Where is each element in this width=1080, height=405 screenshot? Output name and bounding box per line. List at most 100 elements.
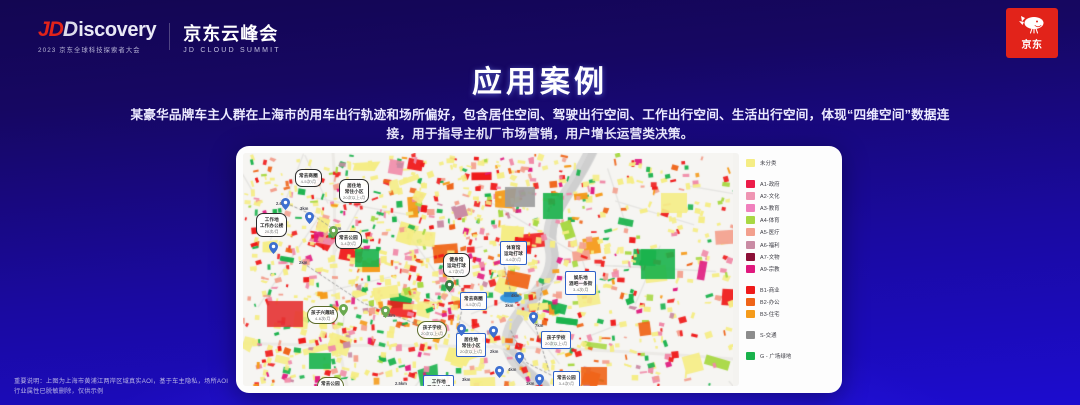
- callout-line1: 娱乐地: [573, 274, 588, 280]
- footnote-text: 重要说明：上图为上海市黄浦江两岸区域真实AOI，基于车主隐私，场所AOI行业属性…: [14, 378, 229, 395]
- legend-swatch: [746, 192, 755, 201]
- legend-item[interactable]: S-交通: [746, 331, 832, 340]
- legend-swatch: [746, 331, 755, 340]
- callout-line1: 常去公园: [557, 374, 576, 380]
- legend-item[interactable]: A1-政府: [746, 180, 832, 189]
- map-pin-icon[interactable]: [329, 225, 338, 238]
- map-callout[interactable]: 健身馆 运动打球 4-7次/月: [443, 253, 470, 278]
- legend-item[interactable]: A3-教育: [746, 204, 832, 213]
- legend-label: G - 广场绿地: [760, 354, 792, 361]
- legend-label: A1-政府: [760, 182, 780, 189]
- logo-jd-text: JD: [38, 18, 64, 41]
- legend-swatch: [746, 285, 755, 294]
- aoi-map-canvas[interactable]: [243, 153, 733, 386]
- legend-swatch: [746, 204, 755, 213]
- map-callout[interactable]: 工作地 工作办公楼 20次/月: [256, 213, 288, 238]
- callout-frequency: 20次以上/月: [421, 330, 444, 336]
- map-card: 常去商圈 4-5次/月 居住地 常住小区 20次以上/月 工作地 工作办公楼 20次/月 常去公…: [236, 146, 842, 393]
- map-pin-icon[interactable]: [495, 365, 504, 378]
- map-pin-icon[interactable]: [339, 303, 348, 316]
- map-distance-label: 2km: [490, 349, 499, 354]
- legend-swatch: [746, 180, 755, 189]
- map-pin-icon[interactable]: [529, 311, 538, 324]
- map-pin-icon[interactable]: [457, 323, 466, 336]
- cloud-summit-en: JD CLOUD SUMMIT: [183, 47, 281, 54]
- legend-item[interactable]: B1-商业: [746, 285, 832, 294]
- map-callout[interactable]: 孩子学校 20次以上/月: [417, 321, 448, 340]
- callout-frequency: 3-4次/月: [558, 380, 575, 386]
- cloud-summit-cn: 京东云峰会: [183, 24, 279, 44]
- map-callout[interactable]: 工作地工作办公楼20次以上/月: [423, 375, 455, 386]
- callout-line2: 常住小区: [461, 342, 481, 348]
- callout-frequency: 20次以上/月: [460, 348, 483, 354]
- legend-label: A3-教育: [760, 206, 780, 213]
- callout-line1: 常去公园: [339, 234, 358, 240]
- legend-item[interactable]: B3-住宅: [746, 310, 832, 319]
- legend-label: B1-商业: [760, 287, 780, 294]
- callout-line1: 孩子兴趣班: [311, 309, 335, 315]
- page-description: 某豪华品牌车主人群在上海市的用车出行轨迹和场所偏好，包含居住空间、驾驶出行空间、…: [130, 108, 950, 141]
- legend-swatch: [746, 352, 755, 361]
- map-pin-icon[interactable]: [489, 325, 498, 338]
- callout-line2: 运动打球: [447, 262, 466, 268]
- map-distance-label: 3km: [505, 303, 514, 308]
- legend-item[interactable]: A4-体育: [746, 216, 832, 225]
- map-pin-icon[interactable]: [381, 305, 390, 318]
- legend-label: S-交通: [760, 333, 777, 340]
- callout-line2: 常住小区: [344, 188, 364, 194]
- legend-item[interactable]: 未分类: [746, 159, 832, 167]
- callout-line1: 健身馆: [449, 256, 464, 262]
- jd-discovery-logo: JD D iscovery 2023 京东全球科技探索者大会: [38, 18, 157, 54]
- legend-group-spacer: [746, 343, 832, 352]
- legend-label: A2-文化: [760, 194, 780, 201]
- legend-item[interactable]: A5-医疗: [746, 228, 832, 237]
- legend-item[interactable]: A2-文化: [746, 192, 832, 201]
- map-distance-label: 7km: [535, 323, 544, 328]
- callout-frequency: 4-5次/月: [300, 178, 317, 184]
- legend-label: 未分类: [760, 161, 777, 167]
- callout-line1: 工作地: [264, 216, 279, 222]
- map-pin-icon[interactable]: [535, 373, 544, 386]
- map-callout[interactable]: 居住地 常住小区 20次以上/月: [339, 179, 370, 204]
- map-callout[interactable]: 常去商圈 4-5次/月: [295, 169, 322, 188]
- callout-line2: 工作办公楼: [427, 385, 450, 386]
- map-callout[interactable]: 居住地 常住小区 20次以上/月: [456, 333, 487, 358]
- map-annotation-overlay: 常去商圈 4-5次/月 居住地 常住小区 20次以上/月 工作地 工作办公楼 20次/月 常去公…: [243, 153, 739, 386]
- callout-line1: 居住地: [347, 182, 362, 188]
- map-callout[interactable]: 常去商圈 4-5次/月: [460, 292, 487, 311]
- map-pin-icon[interactable]: [445, 279, 454, 292]
- page-title: 应用案例: [472, 66, 608, 99]
- legend-swatch: [746, 264, 755, 273]
- jd-dog-icon: [1019, 16, 1044, 34]
- callout-frequency: 4-6次/月: [314, 315, 331, 321]
- map-callout[interactable]: 娱乐地 酒吧一条街 3-4次/月: [565, 271, 597, 296]
- map-distance-label: 2.5km: [395, 381, 407, 386]
- callout-line1: 居住地: [464, 336, 479, 342]
- logo-iscovery-text: iscovery: [78, 19, 157, 41]
- map-callout[interactable]: 体育馆 运动打球 4-6次/月: [500, 241, 527, 266]
- legend-swatch: [746, 228, 755, 237]
- legend-label: A9-宗教: [760, 266, 780, 273]
- legend-item[interactable]: A7-文物: [746, 252, 832, 261]
- legend-item[interactable]: A6-福利: [746, 240, 832, 249]
- map-pin-icon[interactable]: [515, 351, 524, 364]
- map-callout[interactable]: 孩子兴趣班 4-6次/月: [307, 306, 339, 325]
- map-pin-icon[interactable]: [281, 197, 290, 210]
- legend-item[interactable]: G - 广场绿地: [746, 352, 832, 361]
- legend-label: A6-福利: [760, 242, 780, 249]
- callout-frequency: 20次以上/月: [343, 194, 366, 200]
- aoi-map[interactable]: 常去商圈 4-5次/月 居住地 常住小区 20次以上/月 工作地 工作办公楼 20次/月 常去公…: [243, 153, 739, 386]
- map-distance-label: 1km: [526, 381, 535, 386]
- map-pin-icon[interactable]: [269, 241, 278, 254]
- map-callout[interactable]: 孩子学校 20次以上/月: [541, 331, 572, 350]
- legend-item[interactable]: A9-宗教: [746, 264, 832, 273]
- legend-item[interactable]: B2-办公: [746, 297, 832, 306]
- legend-group-spacer: [746, 277, 832, 286]
- map-pin-icon[interactable]: [305, 211, 314, 224]
- legend-group-spacer: [746, 322, 832, 331]
- callout-line2: 工作办公楼: [260, 222, 284, 228]
- callout-frequency: 4-5次/月: [465, 301, 482, 307]
